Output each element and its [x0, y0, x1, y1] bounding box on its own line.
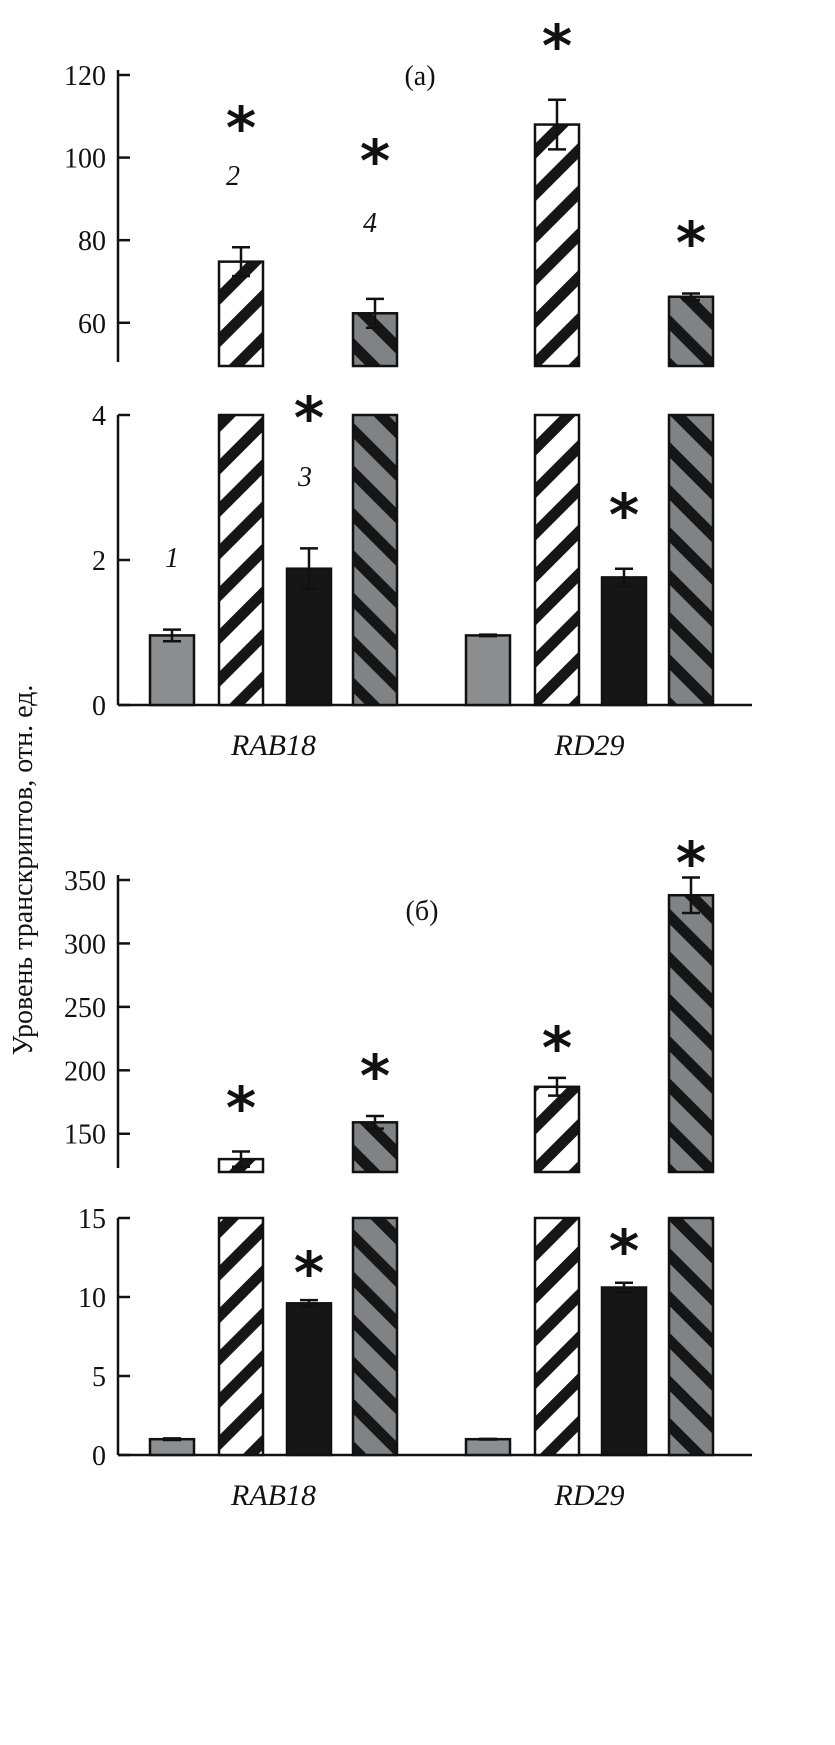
bar	[464, 1437, 512, 1457]
bar	[600, 576, 648, 707]
bar-lower-segment	[667, 413, 715, 707]
y-tick-label: 200	[64, 1056, 106, 1087]
y-tick-label: 5	[92, 1362, 106, 1393]
series-number-label: 1	[165, 543, 179, 574]
bar	[217, 260, 265, 368]
significance-star: *	[609, 1217, 639, 1285]
y-tick-label: 0	[92, 691, 106, 722]
series-number-label: 3	[297, 462, 312, 493]
significance-star: *	[542, 1014, 572, 1082]
y-tick-label: 0	[92, 1441, 106, 1472]
y-axis-label: Уровень транскриптов, отн. ед.	[8, 685, 39, 1056]
significance-star: *	[676, 829, 706, 897]
bar	[464, 634, 512, 707]
significance-star: *	[226, 1074, 256, 1142]
significance-star: *	[360, 127, 390, 195]
significance-star: *	[294, 384, 324, 452]
bar	[148, 1437, 196, 1457]
bar-lower-segment	[533, 413, 581, 707]
bar	[148, 634, 196, 707]
y-tick-label: 100	[64, 144, 106, 175]
category-label: RD29	[554, 1479, 625, 1512]
significance-star: *	[294, 1239, 324, 1307]
bar-lower-segment	[217, 413, 265, 707]
y-tick-label: 60	[78, 309, 106, 340]
bar-lower-segment	[667, 1216, 715, 1457]
significance-star: *	[542, 12, 572, 80]
category-label: RD29	[554, 729, 625, 762]
significance-star: *	[360, 1042, 390, 1110]
significance-star: *	[676, 209, 706, 277]
bar-lower-segment	[217, 1216, 265, 1457]
category-label: RAB18	[230, 729, 316, 762]
panel-title: (б)	[406, 896, 439, 927]
y-tick-label: 4	[92, 401, 106, 432]
bar	[667, 295, 715, 368]
y-tick-label: 350	[64, 866, 106, 897]
bar-lower-segment	[351, 1216, 399, 1457]
category-label: RAB18	[230, 1479, 316, 1512]
bar	[285, 1302, 333, 1457]
significance-star: *	[609, 481, 639, 549]
bar	[533, 1085, 581, 1174]
panel-1: 0 5 10 15 150 200 250 300 350 (б) RAB18 RD29 * * * * * *	[64, 829, 752, 1512]
y-tick-label: 250	[64, 993, 106, 1024]
y-tick-label: 300	[64, 929, 106, 960]
y-tick-label: 2	[92, 546, 106, 577]
series-number-label: 2	[226, 161, 240, 192]
bar-lower-segment	[351, 413, 399, 707]
y-tick-label: 15	[78, 1204, 106, 1235]
y-tick-label: 10	[78, 1283, 106, 1314]
panel-title: (a)	[404, 61, 435, 92]
bar	[600, 1286, 648, 1457]
y-tick-label: 80	[78, 226, 106, 257]
series-number-label: 4	[363, 208, 377, 239]
bar	[667, 893, 715, 1174]
y-tick-label: 120	[64, 61, 106, 92]
bar	[533, 123, 581, 368]
significance-star: *	[226, 94, 256, 162]
y-tick-label: 150	[64, 1120, 106, 1151]
bar-lower-segment	[533, 1216, 581, 1457]
